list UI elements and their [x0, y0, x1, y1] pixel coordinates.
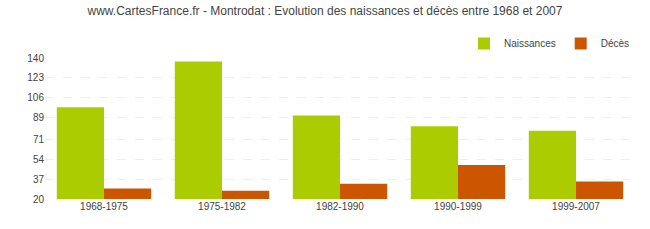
svg-text:www.CartesFrance.fr - Montroda: www.CartesFrance.fr - Montrodat : Evolut… [87, 4, 563, 18]
svg-text:54: 54 [33, 154, 45, 165]
svg-text:37: 37 [33, 174, 45, 185]
svg-text:71: 71 [33, 134, 45, 145]
svg-text:20: 20 [33, 194, 45, 205]
svg-text:89: 89 [33, 112, 45, 123]
svg-text:140: 140 [27, 53, 44, 64]
svg-text:Décès: Décès [601, 38, 629, 49]
svg-text:1999-2007: 1999-2007 [552, 201, 600, 212]
svg-text:1982-1990: 1982-1990 [316, 201, 364, 212]
svg-text:Naissances: Naissances [504, 38, 556, 49]
svg-text:106: 106 [27, 92, 44, 103]
svg-text:1990-1999: 1990-1999 [434, 201, 482, 212]
svg-text:123: 123 [27, 72, 44, 83]
svg-text:1968-1975: 1968-1975 [80, 201, 128, 212]
svg-text:1975-1982: 1975-1982 [198, 201, 246, 212]
